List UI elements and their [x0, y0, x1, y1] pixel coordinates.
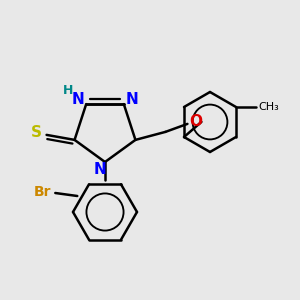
Text: Br: Br [34, 185, 51, 199]
Text: S: S [31, 125, 42, 140]
Text: H: H [63, 84, 74, 97]
Text: CH₃: CH₃ [259, 102, 279, 112]
Text: N: N [94, 163, 106, 178]
Text: N: N [72, 92, 85, 106]
Text: N: N [125, 92, 138, 106]
Text: O: O [189, 114, 202, 129]
